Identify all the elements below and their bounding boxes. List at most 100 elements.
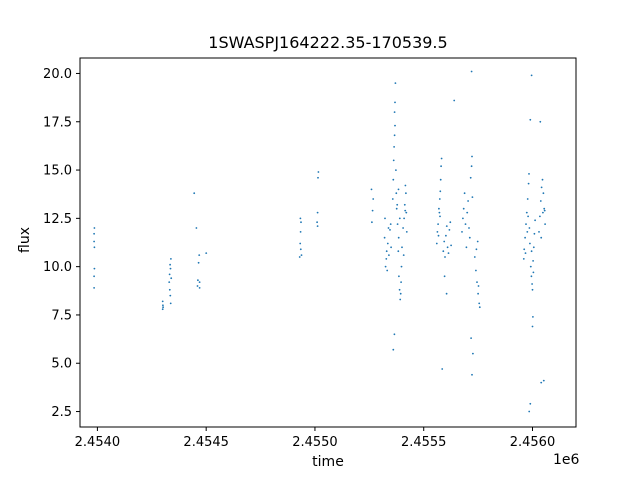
data-point (371, 221, 373, 224)
data-point (475, 248, 478, 251)
data-point (388, 254, 390, 256)
data-point (435, 242, 438, 245)
data-point (161, 300, 164, 303)
data-point (438, 198, 441, 200)
data-point (534, 219, 536, 222)
y-tick-label: 15.0 (43, 164, 72, 179)
y-axis-ticks: 2.5 5.0 7.5 10.0 12.5 15.0 17.5 20.0 (43, 67, 80, 420)
axes-frame (79, 57, 577, 428)
data-point (453, 99, 456, 102)
y-tick-label: 2.5 (51, 405, 72, 420)
data-point (402, 227, 404, 229)
data-point (205, 252, 208, 255)
data-point (162, 306, 165, 309)
data-point (477, 292, 479, 295)
data-point (198, 281, 201, 283)
data-point (450, 244, 452, 247)
data-point (543, 207, 546, 210)
data-point (528, 227, 531, 229)
data-point (471, 196, 474, 199)
data-point (405, 211, 408, 214)
data-point (395, 169, 397, 172)
data-point (532, 271, 535, 274)
data-point (93, 246, 96, 249)
data-point (538, 231, 540, 233)
data-point (530, 250, 533, 253)
data-point (525, 223, 527, 226)
data-point (398, 217, 401, 220)
data-point (395, 192, 398, 195)
data-point (169, 267, 172, 270)
data-point (529, 242, 531, 245)
data-point (93, 232, 95, 235)
data-point (530, 74, 533, 77)
data-point (396, 223, 399, 226)
data-point (529, 265, 532, 268)
data-point (383, 236, 386, 239)
data-point (532, 260, 534, 262)
data-point (464, 223, 467, 226)
data-point (439, 178, 442, 181)
data-point (392, 348, 395, 351)
data-point (541, 178, 544, 181)
data-point (393, 134, 396, 137)
data-point (522, 258, 525, 260)
data-point (389, 223, 392, 226)
data-point (397, 188, 400, 191)
data-point (526, 231, 529, 233)
data-point (532, 316, 534, 318)
data-point (471, 155, 473, 158)
data-point (403, 203, 406, 206)
data-point (404, 209, 407, 212)
data-point (462, 217, 464, 220)
data-point (533, 232, 536, 235)
data-point (448, 229, 451, 231)
data-point (444, 256, 446, 258)
data-point (531, 325, 534, 328)
data-point (405, 192, 407, 195)
data-point (392, 159, 395, 162)
data-point (544, 223, 546, 226)
data-point (300, 254, 303, 256)
data-point (528, 173, 530, 175)
x-tick-label: 2.4555 (401, 435, 447, 450)
data-point (299, 217, 302, 220)
data-point (539, 200, 542, 202)
data-point (396, 203, 399, 206)
data-point (371, 209, 374, 212)
data-point (539, 215, 541, 218)
data-point (300, 221, 302, 224)
y-tick-label: 7.5 (51, 308, 72, 323)
data-point (440, 165, 442, 168)
data-point (394, 82, 397, 84)
data-point (543, 209, 546, 212)
data-point (93, 240, 95, 243)
data-point (170, 277, 173, 280)
data-point (437, 234, 440, 237)
data-point (397, 250, 400, 253)
data-point (540, 236, 543, 239)
y-tick-label: 20.0 (43, 67, 72, 82)
data-point (394, 101, 396, 104)
data-point (404, 184, 407, 187)
data-point (478, 302, 481, 305)
data-point (470, 337, 472, 339)
data-point (540, 186, 543, 189)
y-tick-label: 10.0 (43, 260, 72, 275)
data-point (169, 294, 172, 297)
data-points (93, 70, 546, 413)
data-point (384, 265, 387, 268)
data-point (527, 182, 530, 185)
data-point (393, 146, 395, 148)
data-point (385, 250, 388, 253)
data-point (317, 171, 320, 173)
data-point (472, 352, 474, 355)
data-point (397, 236, 400, 239)
data-point (441, 368, 444, 370)
data-point (466, 211, 469, 214)
data-point (392, 178, 395, 181)
data-point (169, 263, 172, 266)
data-point (463, 192, 466, 195)
data-point (531, 288, 534, 291)
data-point (299, 248, 302, 251)
